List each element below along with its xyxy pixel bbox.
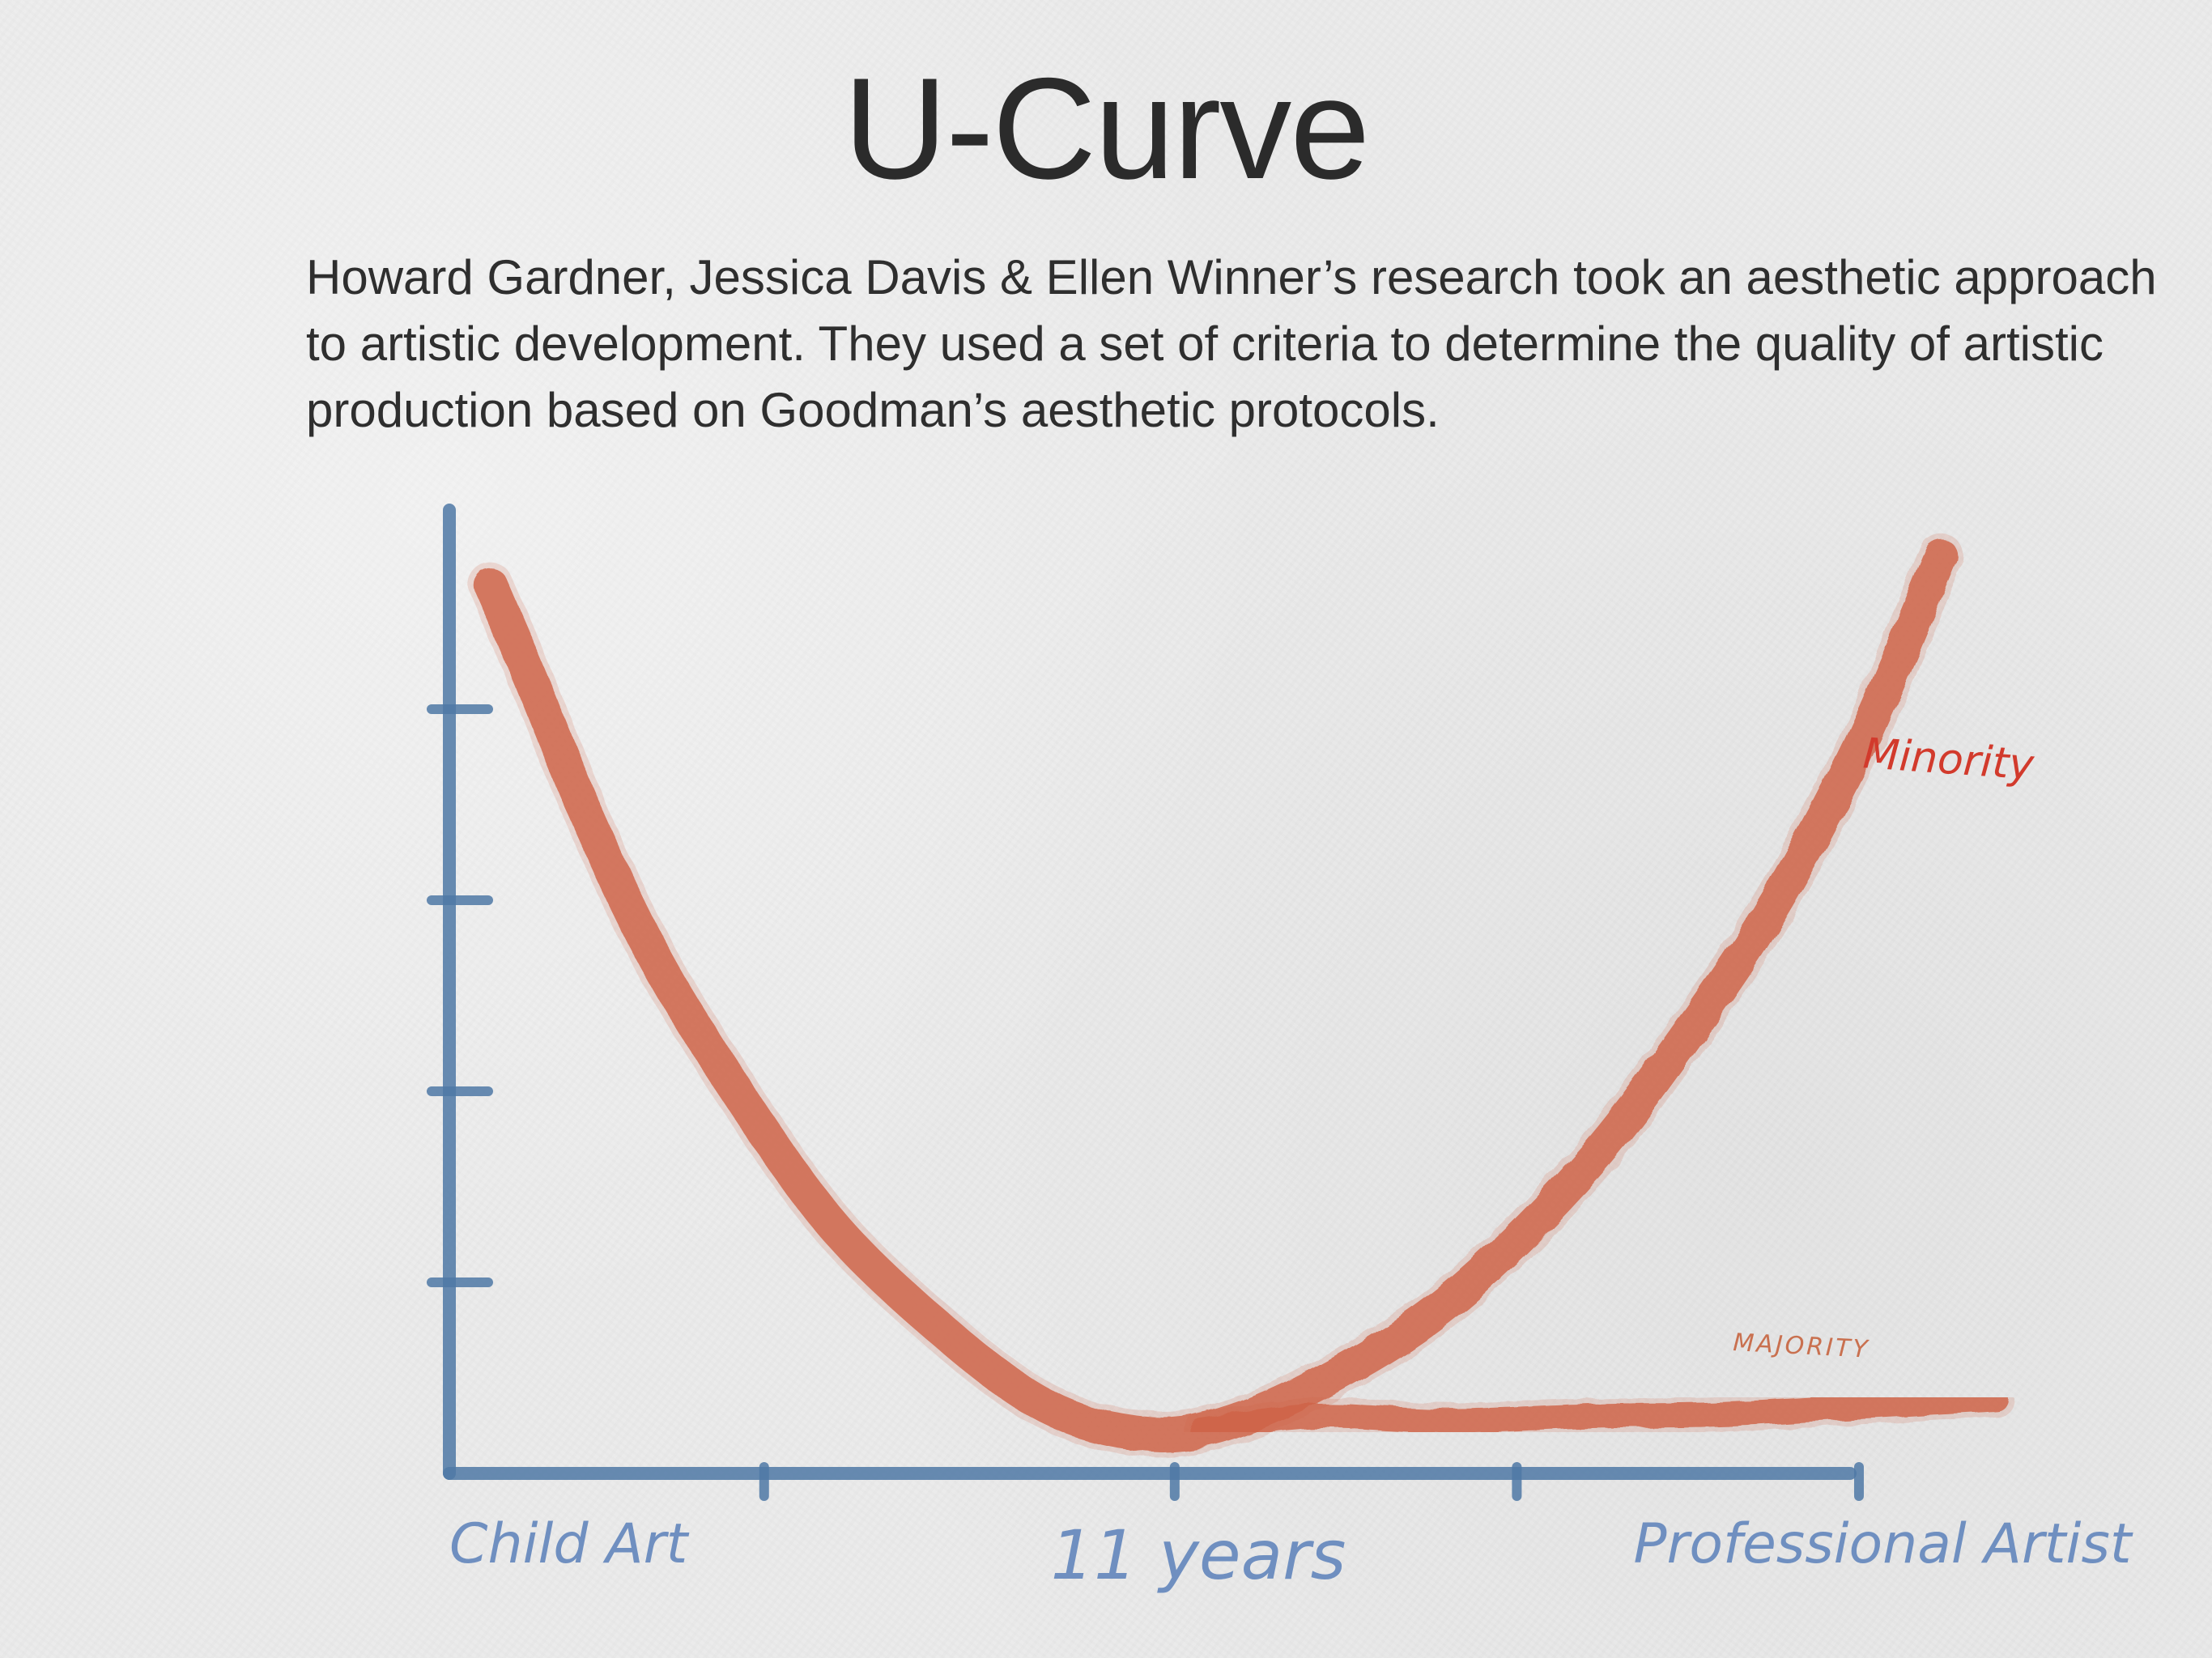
page-subtitle: Howard Gardner, Jessica Davis & Ellen Wi…: [306, 250, 2157, 437]
labels: Minority MAJORITY Child Art 11 years Profess…: [449, 729, 2133, 1595]
x-tick-label-0: Child Art: [449, 1512, 690, 1576]
series-line-majority: [1189, 1386, 2008, 1443]
series-line-minority: [473, 539, 1959, 1452]
series-label-majority: MAJORITY: [1733, 1329, 1871, 1364]
page-title: U-Curve: [843, 48, 1371, 209]
series-label-minority: Minority: [1861, 729, 2036, 790]
x-tick-label-2: Professional Artist: [1633, 1512, 2133, 1576]
axes: [427, 504, 1864, 1501]
x-tick-label-1: 11 years: [1051, 1516, 1346, 1595]
curves: [467, 534, 2014, 1458]
